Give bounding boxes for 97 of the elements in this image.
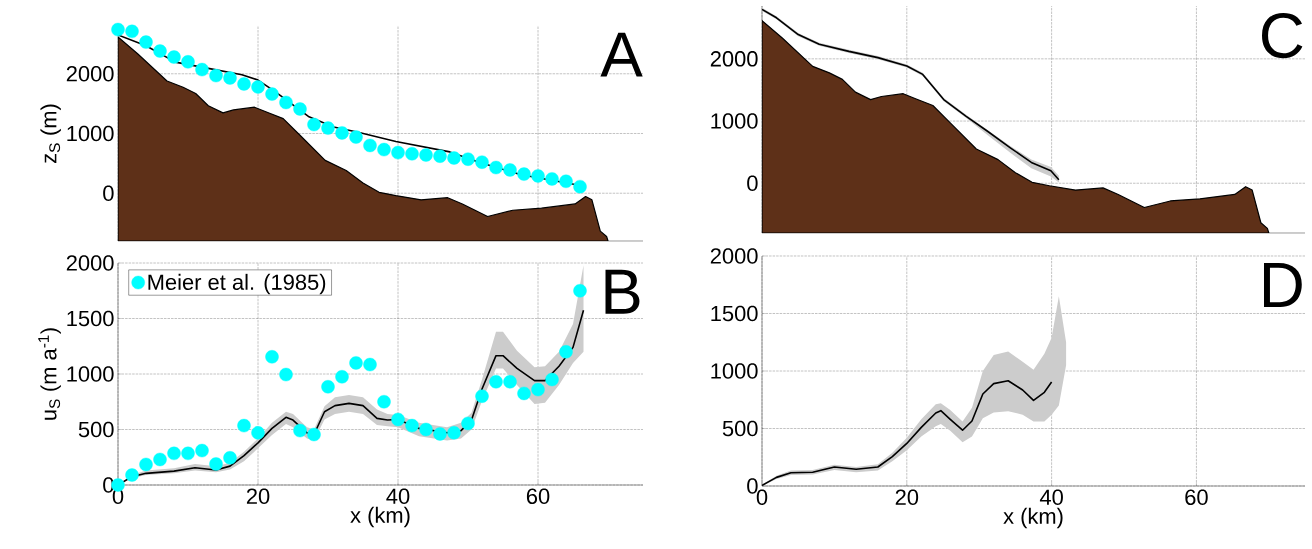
point — [363, 138, 377, 153]
point — [531, 382, 545, 397]
point — [279, 95, 293, 110]
point — [377, 395, 391, 409]
point — [461, 152, 475, 166]
x-tick-label: 60 — [526, 488, 550, 505]
point — [335, 370, 349, 384]
point — [545, 172, 559, 186]
point — [167, 50, 181, 64]
y-tick-label: 2000 — [66, 255, 114, 271]
point — [251, 80, 265, 94]
point — [517, 386, 531, 401]
x-tick-label: 40 — [386, 488, 410, 505]
y-tick-label: 1000 — [67, 366, 114, 382]
chart-title: A — [600, 32, 643, 77]
point — [433, 149, 447, 163]
point — [559, 345, 573, 359]
point — [279, 367, 293, 382]
point — [265, 87, 279, 101]
y-tick-label: 1000 — [67, 125, 114, 142]
chart-title: B — [605, 269, 640, 314]
point — [335, 126, 349, 140]
point — [111, 22, 125, 37]
point — [419, 422, 433, 437]
point — [307, 427, 321, 442]
point — [349, 130, 363, 144]
point — [447, 426, 461, 440]
point — [293, 423, 307, 438]
point — [251, 426, 265, 440]
point — [377, 142, 391, 157]
point — [153, 452, 167, 467]
point — [461, 416, 475, 431]
point — [139, 35, 153, 49]
point — [475, 155, 489, 169]
point — [167, 446, 181, 461]
point — [293, 102, 307, 116]
point — [573, 179, 587, 194]
x-axis-title: x (km) — [350, 506, 410, 528]
y-axis-title: z$_{S}$ (m) — [40, 104, 61, 163]
point — [517, 167, 531, 181]
x-tick-label: 40 — [1039, 489, 1063, 506]
y-tick-label: 1500 — [711, 305, 758, 322]
y-axis-title: u$_{S}$ (m a$^{-1}$) — [38, 328, 61, 420]
chart-title: C — [1262, 12, 1303, 59]
point — [405, 147, 419, 161]
y-tick-label: 2000 — [710, 248, 758, 264]
x-tick-label: 60 — [1185, 489, 1208, 506]
point — [139, 457, 153, 472]
y-tick-label: 500 — [722, 420, 758, 437]
y-tick-label: 0 — [747, 478, 758, 494]
point — [195, 443, 209, 458]
point — [433, 427, 447, 441]
y-tick-label: 2000 — [66, 66, 114, 82]
point — [475, 389, 489, 403]
point — [559, 174, 573, 188]
y-tick-label: 0 — [103, 185, 114, 201]
x-tick-label: 20 — [895, 489, 919, 506]
point — [447, 151, 461, 165]
point — [573, 284, 587, 298]
point — [223, 451, 237, 465]
x-tick-label: 20 — [246, 488, 270, 505]
point — [125, 24, 139, 39]
point — [391, 145, 405, 160]
point — [265, 350, 279, 364]
point — [195, 62, 209, 77]
chart-title: D — [1264, 263, 1302, 307]
point — [405, 418, 419, 433]
point — [223, 71, 237, 85]
y-tick-label: 2000 — [710, 51, 758, 67]
point — [209, 68, 223, 83]
point — [503, 375, 517, 389]
point — [307, 117, 321, 132]
point — [209, 457, 223, 471]
point — [153, 44, 167, 58]
legend-label: Meier et al. (1985) — [148, 273, 326, 295]
point — [489, 160, 503, 175]
point — [503, 163, 517, 177]
y-tick-label: 0 — [747, 175, 758, 192]
y-tick-label: 1000 — [711, 113, 758, 129]
point — [391, 412, 405, 427]
point — [181, 55, 195, 69]
point — [419, 148, 433, 162]
point — [181, 446, 195, 461]
point — [531, 169, 545, 183]
point — [349, 356, 363, 370]
x-axis-title: x (km) — [1003, 507, 1063, 529]
y-tick-label: 1500 — [67, 310, 114, 327]
point — [321, 121, 335, 135]
point — [363, 357, 377, 372]
point — [237, 418, 251, 433]
point — [321, 380, 335, 394]
point — [545, 372, 559, 387]
y-tick-label: 1000 — [711, 363, 758, 379]
point — [489, 375, 503, 389]
point — [125, 468, 139, 482]
y-tick-label: 500 — [78, 421, 114, 438]
point — [237, 77, 251, 91]
